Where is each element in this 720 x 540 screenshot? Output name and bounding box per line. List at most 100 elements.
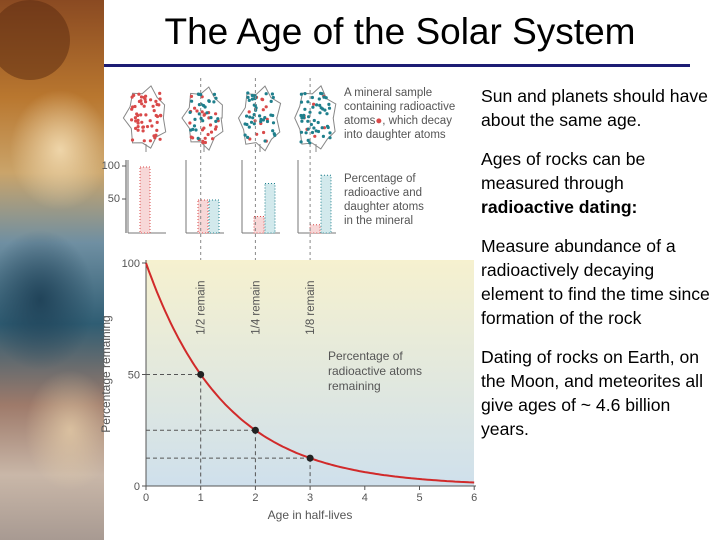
atom-dot [144, 100, 148, 104]
atom-dot [269, 99, 273, 103]
atom-dot [270, 92, 274, 96]
atom-dot [327, 102, 331, 106]
atom-dot [312, 102, 316, 106]
atom-dot [148, 139, 152, 143]
y-tick-label: 0 [134, 481, 140, 493]
title-underline [104, 64, 690, 67]
x-tick-label: 4 [362, 492, 368, 504]
atom-dot [299, 130, 304, 134]
atom-dot [153, 136, 157, 140]
atom-dot [155, 120, 159, 124]
atom-dot [269, 113, 273, 117]
atom-dot [316, 120, 320, 125]
atom-dot [143, 97, 147, 101]
bar-radioactive [309, 224, 321, 234]
bar-pair-4 [297, 160, 336, 234]
atom-dot [261, 118, 265, 122]
atom-dot [304, 131, 308, 135]
atom-dot [320, 92, 324, 96]
bullet-list: Sun and planets should have about the sa… [481, 84, 717, 456]
atom-dot [328, 136, 332, 140]
atom-dot [260, 97, 264, 101]
nebula-background-image [0, 0, 104, 540]
legend-dots: ● [375, 115, 382, 127]
bar-tick-label-50: 50 [108, 193, 120, 205]
atom-dot [302, 113, 306, 117]
atom-dot [327, 106, 332, 110]
atom-dot [141, 125, 145, 129]
remain-label-1: 1/2 remain [196, 280, 208, 334]
mineral-samples [122, 85, 337, 152]
atom-dot [150, 124, 154, 128]
atom-dot [202, 113, 206, 117]
mineral-sample-2 [181, 86, 224, 152]
atom-dot [133, 116, 137, 120]
atom-dot [315, 103, 319, 107]
atom-dot [154, 99, 158, 103]
caption-curve: Percentage of radioactive atoms remainin… [328, 349, 425, 393]
bullet-3: Measure abundance of a radioactively dec… [481, 236, 710, 328]
atom-dot [144, 94, 148, 98]
atom-dot [130, 118, 134, 122]
atom-dot [325, 124, 330, 128]
atom-dot [247, 98, 251, 102]
atom-dot [265, 119, 270, 124]
atom-dot [206, 132, 210, 137]
atom-dot [258, 114, 262, 118]
atom-dot [245, 114, 249, 118]
atom-dot [155, 128, 159, 132]
atom-dot [136, 128, 140, 132]
x-axis-label: Age in half-lives [268, 508, 353, 522]
atom-dot [299, 92, 303, 96]
atom-dot [158, 97, 162, 101]
atom-dot [271, 129, 275, 133]
atom-dot [142, 139, 146, 143]
atom-dot [299, 140, 303, 144]
atom-dot [263, 116, 267, 120]
atom-dot [214, 119, 218, 123]
atom-dot [203, 136, 207, 140]
x-tick-label: 6 [471, 492, 477, 504]
y-tick-label: 100 [122, 258, 140, 270]
atom-dot [302, 116, 306, 120]
atom-dot [310, 95, 314, 100]
atom-dot [140, 120, 144, 124]
atom-dot [201, 140, 205, 145]
atom-dot [318, 103, 322, 107]
atom-dot [136, 113, 140, 118]
atom-dot [248, 137, 252, 141]
atom-dot [201, 119, 205, 123]
bar-group [127, 160, 336, 234]
x-tick-label: 1 [198, 492, 204, 504]
atom-dot [271, 121, 276, 125]
atom-dot [151, 104, 155, 108]
atom-dot [197, 112, 201, 116]
bar-tick-label-100: 100 [102, 160, 120, 172]
atom-dot [142, 104, 146, 108]
bar-pair-1 [127, 160, 166, 234]
atom-dot [306, 127, 310, 131]
atom-dot [202, 126, 206, 130]
atom-dot [149, 98, 153, 102]
atom-dot [310, 130, 315, 135]
atom-dot [200, 110, 204, 114]
atom-dot [262, 130, 266, 135]
atom-dot [250, 93, 254, 98]
atom-dot [158, 91, 162, 95]
atom-dot [139, 113, 143, 117]
atom-dot [209, 116, 213, 120]
bar-daughter [320, 174, 332, 234]
atom-dot [306, 119, 310, 123]
atom-dot [190, 99, 194, 103]
atom-dot [152, 109, 156, 113]
atom-dot [325, 112, 329, 116]
atom-dot [246, 135, 250, 139]
atom-dot [193, 106, 197, 110]
atom-dot [130, 138, 135, 142]
atom-dot [216, 117, 220, 121]
remain-label-2: 1/4 remain [250, 280, 262, 334]
remain-label-3: 1/8 remain [305, 280, 317, 334]
atom-dot [137, 92, 141, 96]
atom-dot [207, 99, 211, 103]
bar-pair-3 [241, 160, 280, 234]
